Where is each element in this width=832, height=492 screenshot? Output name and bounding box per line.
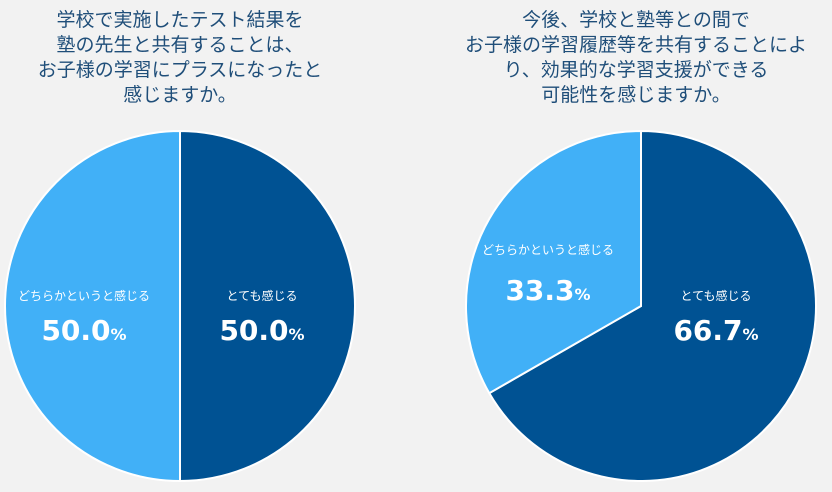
chart-2-slice-2-value: 33.3% xyxy=(505,274,590,307)
chart-1-slice-1 xyxy=(179,129,356,483)
chart-2-title-line: り、効果的な学習支援ができる xyxy=(503,59,769,81)
chart-1-slice-1-value: 50.0% xyxy=(219,314,304,347)
chart-2-title-line: 今後、学校と塾等との間で xyxy=(522,9,750,31)
chart-2-slice-2-label: どちらかというと感じる xyxy=(482,242,614,257)
chart-1-title-line: 学校で実施したテスト結果を xyxy=(56,9,304,31)
chart-1-title-line: お子様の学習にプラスになったと xyxy=(37,59,323,81)
chart-1-slice-2-value: 50.0% xyxy=(41,314,126,347)
chart-2-title: 今後、学校と塾等との間で お子様の学習履歴等を共有することによ り、効果的な学習… xyxy=(440,8,832,108)
chart-2-slice-1 xyxy=(487,129,817,482)
chart-1-title-line: 塾の先生と共有することは、 xyxy=(56,34,304,56)
chart-2-slice-1-label: とても感じる xyxy=(680,288,751,303)
chart-1-slice-1-label: とても感じる xyxy=(226,288,297,303)
chart-1-title-line: 感じますか。 xyxy=(123,84,237,106)
chart-1-slice-2 xyxy=(4,129,181,483)
chart-2-title-line: お子様の学習履歴等を共有することによ xyxy=(464,34,807,56)
chart-1-title: 学校で実施したテスト結果を 塾の先生と共有することは、 お子様の学習にプラスにな… xyxy=(0,8,360,108)
chart-2-slice-1-value: 66.7% xyxy=(673,314,758,347)
chart-2-title-line: 可能性を感じますか。 xyxy=(541,84,731,106)
chart-2-slice-2 xyxy=(465,129,642,395)
chart-1-slice-2-label: どちらかというと感じる xyxy=(18,288,150,303)
